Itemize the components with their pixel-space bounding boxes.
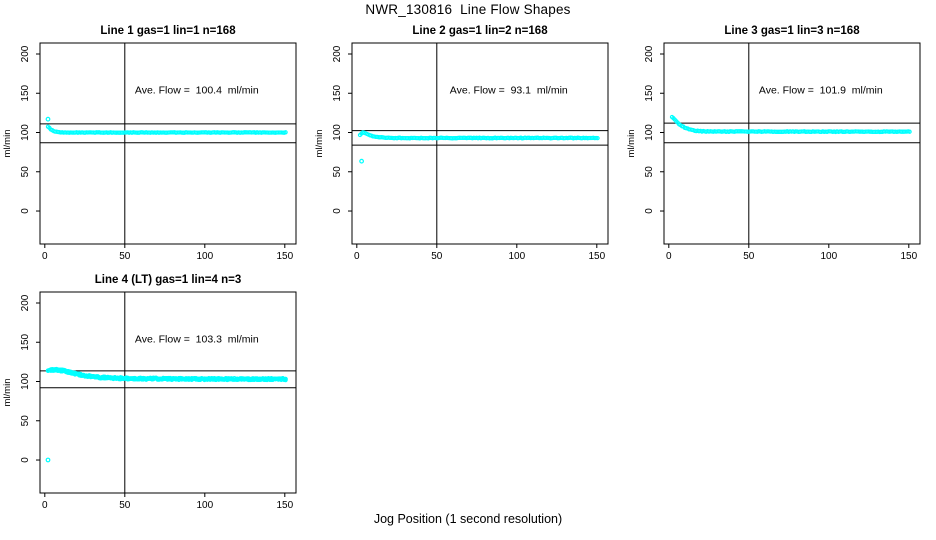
y-tick-label: 100 <box>332 124 343 141</box>
subplot-svg: Line 3 gas=1 lin=3 n=168 0 50 100 150 0 50 100 1… <box>626 25 921 262</box>
subplot: Line 4 (LT) gas=1 lin=4 n=3 0 50 100 150 0 50 1… <box>0 269 312 519</box>
x-tick-label: 150 <box>276 500 293 511</box>
data-point <box>283 130 288 135</box>
subplot-title: Line 1 gas=1 lin=1 n=168 <box>100 25 236 37</box>
y-tick-label: 150 <box>20 333 31 350</box>
ave-flow-annotation: Ave. Flow = 101.9 ml/min <box>759 84 883 96</box>
outlier-point <box>359 158 364 164</box>
data-point <box>595 135 600 141</box>
x-tick-label: 150 <box>276 251 293 262</box>
subplot-title: Line 2 gas=1 lin=2 n=168 <box>412 25 548 37</box>
plot-border <box>39 291 297 494</box>
outlier-point <box>45 457 51 463</box>
y-tick-label: 50 <box>20 166 31 178</box>
x-tick-label: 100 <box>196 500 213 511</box>
y-tick-label: 50 <box>644 166 655 178</box>
y-tick-label: 200 <box>20 294 31 311</box>
x-tick-label: 50 <box>119 251 131 262</box>
y-tick-label: 50 <box>20 415 31 427</box>
subplot-svg: Line 1 gas=1 lin=1 n=168 0 50 100 150 0 50 100 1… <box>2 25 297 262</box>
x-tick-label: 0 <box>354 251 360 262</box>
subplot: Line 3 gas=1 lin=3 n=168 0 50 100 150 0 50 100 1… <box>624 20 936 270</box>
ave-flow-annotation: Ave. Flow = 100.4 ml/min <box>135 84 259 96</box>
subplot: Line 1 gas=1 lin=1 n=168 0 50 100 150 0 50 100 1… <box>0 20 312 270</box>
figure-xlabel: Jog Position (1 second resolution) <box>373 512 563 526</box>
y-tick-label: 0 <box>20 457 31 463</box>
y-tick-label: 0 <box>332 208 343 214</box>
y-tick-label: 100 <box>20 373 31 390</box>
x-tick-label: 0 <box>42 500 48 511</box>
plot-border <box>351 42 609 245</box>
plot-border <box>663 42 921 245</box>
y-axis-label: ml/min <box>2 379 13 407</box>
subplot-title: Line 4 (LT) gas=1 lin=4 n=3 <box>95 274 241 286</box>
y-axis-label: ml/min <box>314 130 325 158</box>
x-tick-label: 100 <box>508 251 525 262</box>
y-tick-label: 200 <box>644 45 655 62</box>
subplot: Line 2 gas=1 lin=2 n=168 0 50 100 150 0 50 100 1… <box>312 20 624 270</box>
subplot-title: Line 3 gas=1 lin=3 n=168 <box>724 25 860 37</box>
x-tick-label: 0 <box>666 251 672 262</box>
x-tick-label: 150 <box>900 251 917 262</box>
y-tick-label: 200 <box>20 45 31 62</box>
y-tick-label: 0 <box>20 208 31 214</box>
y-tick-label: 150 <box>644 84 655 101</box>
x-tick-label: 100 <box>196 251 213 262</box>
x-tick-label: 0 <box>42 251 48 262</box>
y-tick-label: 0 <box>644 208 655 214</box>
y-tick-label: 150 <box>332 84 343 101</box>
subplot-svg: Line 2 gas=1 lin=2 n=168 0 50 100 150 0 50 100 1… <box>314 25 609 262</box>
outlier-point <box>45 116 51 122</box>
y-tick-label: 200 <box>332 45 343 62</box>
data-point <box>166 375 172 381</box>
y-axis-label: ml/min <box>626 130 637 158</box>
x-tick-label: 150 <box>588 251 605 262</box>
data-point <box>283 377 288 383</box>
x-tick-label: 50 <box>743 251 755 262</box>
y-tick-label: 150 <box>20 84 31 101</box>
x-tick-label: 50 <box>431 251 443 262</box>
plot-border <box>39 42 297 245</box>
y-tick-label: 100 <box>644 124 655 141</box>
subplot-svg: Line 4 (LT) gas=1 lin=4 n=3 0 50 100 150 0 50 1… <box>2 274 297 511</box>
y-tick-label: 100 <box>20 124 31 141</box>
ave-flow-annotation: Ave. Flow = 103.3 ml/min <box>135 333 259 345</box>
data-point <box>907 129 912 134</box>
x-tick-label: 50 <box>119 500 131 511</box>
y-tick-label: 50 <box>332 166 343 178</box>
figure-title: NWR_130816 Line Flow Shapes <box>365 2 571 17</box>
x-tick-label: 100 <box>820 251 837 262</box>
ave-flow-annotation: Ave. Flow = 93.1 ml/min <box>450 84 568 96</box>
y-axis-label: ml/min <box>2 130 13 158</box>
